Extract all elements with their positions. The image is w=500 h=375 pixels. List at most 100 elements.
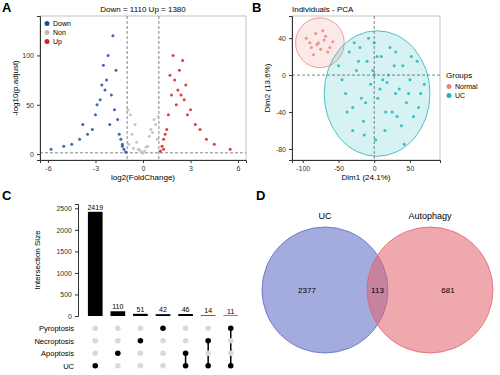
point xyxy=(149,128,152,131)
tick-label: 0 xyxy=(282,72,286,79)
tick-label: -50 xyxy=(334,165,344,172)
point xyxy=(423,83,426,86)
set-dot-filled xyxy=(160,325,166,331)
set-dot-filled xyxy=(92,363,98,369)
tick-label: 2500 xyxy=(56,205,72,212)
point xyxy=(105,79,108,82)
tick: 500 xyxy=(60,291,78,298)
point xyxy=(405,101,408,104)
y-axis: 050100 xyxy=(22,17,40,161)
panel-label: B xyxy=(252,0,261,15)
point xyxy=(124,151,127,154)
set-dot-empty xyxy=(160,338,166,344)
point xyxy=(175,103,178,106)
tick-mark xyxy=(410,160,411,163)
point xyxy=(111,34,114,37)
set-dot-empty xyxy=(160,350,166,356)
point xyxy=(159,150,162,153)
tick-mark xyxy=(37,154,40,155)
set-dot-empty xyxy=(92,325,98,331)
set-label: UC xyxy=(63,362,74,371)
legend-entry: Non xyxy=(45,29,66,36)
point xyxy=(178,69,181,72)
point xyxy=(341,78,344,81)
point xyxy=(205,138,208,141)
legend-title: Groups xyxy=(446,71,472,80)
tick-label: -80 xyxy=(276,146,286,153)
point xyxy=(108,123,111,126)
legend-entry: Down xyxy=(45,20,72,27)
point xyxy=(371,69,374,72)
tick-label: 500 xyxy=(60,291,72,298)
tick: -50 xyxy=(334,160,344,172)
bar xyxy=(110,311,125,316)
point xyxy=(102,64,105,67)
legend-label: UC xyxy=(455,92,465,99)
venn-count: 681 xyxy=(441,286,455,295)
point xyxy=(323,39,326,42)
x-axis: -100 -50 0 50 xyxy=(293,160,441,172)
axis-line xyxy=(41,161,247,164)
legend-swatch xyxy=(45,21,50,26)
point xyxy=(326,51,329,54)
point xyxy=(316,43,319,46)
point xyxy=(310,46,313,49)
set-dot-empty xyxy=(92,350,98,356)
set-dot-filled xyxy=(183,363,189,369)
set-dot-filled xyxy=(228,325,234,331)
x-axis-title: Dim1 (24.1%) xyxy=(342,173,391,182)
point xyxy=(116,118,119,121)
point xyxy=(373,74,376,77)
point xyxy=(358,46,361,49)
tick-mark xyxy=(238,160,239,163)
point xyxy=(183,98,186,101)
bar xyxy=(223,315,238,316)
tick-mark xyxy=(191,160,192,163)
point xyxy=(312,53,315,56)
data-label: 2419 xyxy=(87,204,103,211)
legend-label: Up xyxy=(53,38,62,46)
set-dot-filled xyxy=(205,338,211,344)
point xyxy=(115,69,118,72)
data-label: 110 xyxy=(112,303,123,310)
point xyxy=(148,135,151,138)
point xyxy=(393,64,396,67)
tick-mark xyxy=(75,251,78,252)
point xyxy=(351,106,354,109)
point xyxy=(172,54,175,57)
point xyxy=(194,123,197,126)
tick: 0 xyxy=(142,160,146,172)
tick-label: 0 xyxy=(373,165,377,172)
point xyxy=(416,60,419,63)
venn-set-label: Autophagy xyxy=(408,211,452,221)
tick: -100 xyxy=(296,160,310,172)
set-dot-empty xyxy=(228,338,234,344)
tick-label: 0 xyxy=(68,313,72,320)
tick-label: 50 xyxy=(407,165,415,172)
plot-area xyxy=(292,16,440,160)
point xyxy=(118,133,121,136)
set-dot-filled xyxy=(183,350,189,356)
point xyxy=(81,123,84,126)
data-label: 42 xyxy=(159,306,167,313)
set-label: Necroptosis xyxy=(34,337,74,346)
tick-label: 100 xyxy=(22,52,34,59)
reference-line xyxy=(158,16,159,160)
legend-swatch xyxy=(45,39,50,44)
point xyxy=(184,84,187,87)
tick-label: -100 xyxy=(296,165,310,172)
point xyxy=(337,64,340,67)
set-dot-empty xyxy=(205,325,211,331)
set-dot-empty xyxy=(138,325,144,331)
point xyxy=(417,106,420,109)
point xyxy=(113,108,116,111)
axis-line xyxy=(75,205,79,317)
legend-swatch xyxy=(447,84,452,89)
point xyxy=(164,133,167,136)
point xyxy=(394,51,397,54)
tick-mark xyxy=(95,160,96,163)
tick-label: 0 xyxy=(30,151,34,158)
point xyxy=(373,41,376,44)
point xyxy=(388,46,391,49)
panel-label: A xyxy=(2,0,12,15)
